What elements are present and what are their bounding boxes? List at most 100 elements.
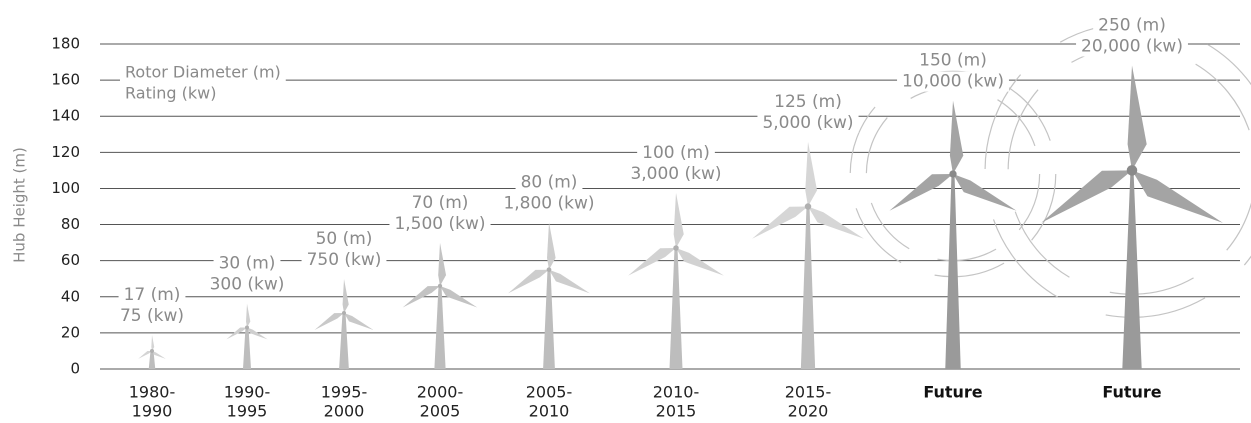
tower — [434, 285, 446, 369]
legend-entry: Rating (kw) — [125, 84, 217, 103]
rotor-label: 250 (m) — [1098, 15, 1166, 35]
blade — [1041, 170, 1132, 223]
rating-label: 300 (kw) — [210, 275, 285, 295]
x-tick-label: 2000 — [324, 402, 365, 421]
label-backdrop — [204, 274, 290, 295]
label-backdrop — [389, 213, 491, 234]
blade — [246, 303, 251, 328]
hub — [437, 283, 443, 289]
hub — [342, 311, 346, 316]
x-tick-label: Future — [1102, 383, 1161, 402]
labels: 0 20 40 60 80 100 120 140 160 180 Rotor Diameter (… — [51, 15, 1188, 421]
y-tick-label: 20 — [61, 323, 80, 341]
blade — [547, 222, 556, 270]
hub — [804, 203, 812, 210]
x-tick-label: 2005 — [420, 402, 461, 421]
x-tick-label: 2015 — [656, 402, 697, 421]
blade — [508, 269, 549, 294]
label-backdrop — [301, 250, 387, 271]
blade — [438, 242, 447, 286]
y-tick-label: 80 — [61, 215, 80, 233]
hub — [1126, 165, 1138, 176]
label-backdrop — [637, 142, 715, 163]
label-backdrop — [498, 193, 600, 214]
blade — [1127, 65, 1147, 171]
blade — [151, 334, 155, 351]
label-backdrop — [406, 192, 474, 213]
rating-label: 75 (kw) — [120, 306, 184, 326]
rotor-label: 30 (m) — [219, 254, 276, 274]
blade — [440, 285, 478, 308]
rating-label: 20,000 (kw) — [1081, 36, 1183, 56]
blade — [314, 313, 344, 331]
rating-label: 5,000 (kw) — [762, 113, 853, 133]
x-tick-label: 2010 — [529, 402, 570, 421]
blade — [138, 350, 152, 359]
label-backdrop — [1076, 36, 1188, 57]
y-tick-label: 100 — [51, 179, 80, 197]
blade — [953, 174, 1017, 211]
x-tick-label: 2020 — [788, 402, 829, 421]
blade — [342, 279, 349, 314]
y-tick-label: 140 — [51, 107, 80, 125]
blade — [808, 206, 864, 239]
x-tick-label: Future — [923, 383, 982, 402]
rotor-ring — [984, 22, 1251, 318]
label-backdrop — [120, 83, 222, 103]
blade — [805, 141, 818, 207]
y-tick-label: 0 — [70, 360, 80, 378]
grid — [100, 43, 1240, 370]
label-backdrop — [757, 112, 859, 133]
x-tick-label: 1990- — [224, 383, 271, 402]
tower — [339, 313, 349, 369]
tower — [242, 327, 252, 369]
rating-label: 750 (kw) — [307, 250, 382, 270]
blade — [673, 192, 684, 249]
rating-label: 10,000 (kw) — [902, 72, 1004, 92]
hub — [245, 325, 249, 330]
rotor-label: 125 (m) — [774, 92, 842, 112]
label-backdrop — [914, 50, 992, 71]
label-backdrop — [120, 62, 286, 82]
label-backdrop — [310, 229, 378, 250]
label-backdrop — [625, 163, 727, 184]
blade — [752, 206, 808, 239]
blade — [152, 350, 166, 359]
blade — [1132, 170, 1223, 223]
label-backdrop — [897, 71, 1009, 92]
x-tick-label: 2015- — [785, 383, 832, 402]
rotor-label: 70 (m) — [412, 193, 469, 213]
rotor-label: 80 (m) — [521, 172, 578, 192]
rotor-label: 150 (m) — [919, 51, 987, 71]
x-tick-label: 1980- — [129, 383, 176, 402]
tower — [800, 206, 816, 369]
y-tick-label: 60 — [61, 251, 80, 269]
tower — [148, 350, 156, 369]
rotor-label: 100 (m) — [642, 143, 710, 163]
blade — [549, 269, 590, 294]
label-backdrop — [114, 305, 190, 326]
x-tick-label: 1995- — [321, 383, 368, 402]
blade — [676, 248, 724, 276]
blade — [226, 327, 247, 340]
blade — [628, 248, 676, 276]
hub — [150, 348, 154, 353]
tower — [945, 174, 961, 369]
rating-label: 1,800 (kw) — [503, 193, 594, 213]
label-backdrop — [515, 172, 583, 193]
tower — [543, 269, 555, 369]
x-tick-label: 2000- — [417, 383, 464, 402]
label-backdrop — [118, 284, 186, 305]
x-tick-label: 1990 — [132, 402, 173, 421]
label-backdrop — [769, 91, 847, 112]
hub — [949, 170, 957, 178]
legend-entry: Rotor Diameter (m) — [125, 63, 281, 82]
y-axis-label: Hub Height (m) — [11, 147, 29, 263]
y-tick-label: 160 — [51, 71, 80, 89]
y-tick-label: 120 — [51, 143, 80, 161]
y-tick-label: 40 — [61, 287, 80, 305]
label-backdrop — [1093, 15, 1171, 36]
x-tick-label: 1995 — [227, 402, 268, 421]
tower — [669, 248, 683, 369]
